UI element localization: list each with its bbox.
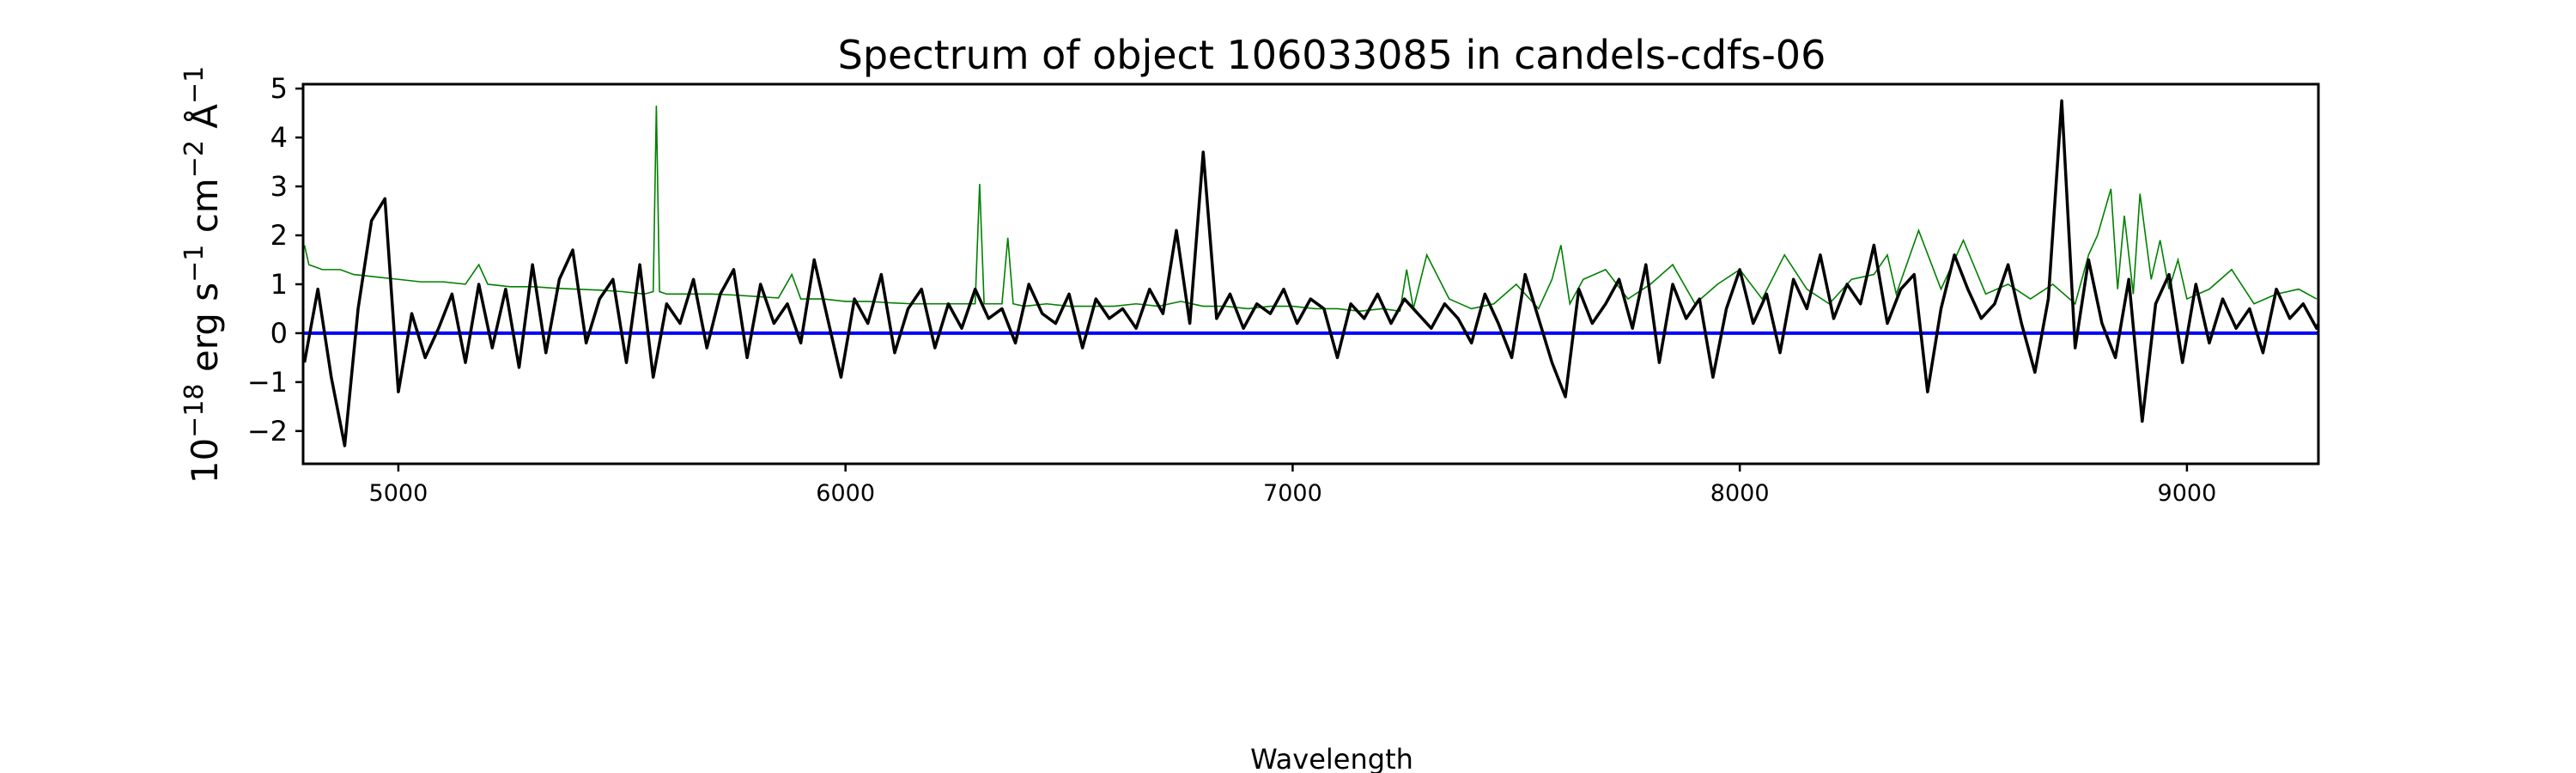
y-tick-label: 1	[270, 268, 288, 301]
y-label-exp1: −18	[179, 384, 210, 438]
y-label-t1: erg s	[184, 283, 226, 384]
y-tick-label: 2	[270, 219, 288, 252]
flux-line	[303, 99, 2318, 447]
x-tick-label: 8000	[1710, 480, 1770, 507]
x-tick-label: 6000	[816, 480, 875, 507]
y-tick-label: −1	[247, 366, 288, 399]
axes-frame	[301, 82, 2320, 466]
y-label-exp4: −1	[179, 66, 210, 104]
x-tick-label: 7000	[1263, 480, 1322, 507]
plot-area	[303, 99, 2318, 447]
y-axis-label: 10−18 erg s−1 cm−2 Å−1	[179, 66, 226, 484]
x-axis: 5000 6000 7000 8000 9000	[369, 464, 2217, 507]
y-tick-label: 3	[270, 170, 288, 203]
y-label-t2: cm	[184, 178, 226, 244]
x-axis-label: Wavelength	[1250, 743, 1413, 773]
y-tick-label: 0	[270, 317, 288, 350]
y-label-t3: Å	[183, 104, 226, 140]
y-label-base: 10	[184, 438, 226, 484]
y-label-exp2: −1	[179, 245, 210, 283]
contamination-line	[303, 106, 2318, 313]
y-tick-label: −2	[247, 415, 288, 447]
y-tick-label: 4	[270, 121, 288, 154]
x-tick-label: 9000	[2158, 480, 2217, 507]
x-tick-label: 5000	[369, 480, 428, 507]
y-tick-label: 5	[270, 72, 288, 105]
y-label-exp3: −2	[179, 140, 210, 178]
y-axis: −2 −1 0 1 2 3 4 5	[247, 72, 303, 447]
chart-title: Spectrum of object 106033085 in candels-…	[838, 32, 1826, 78]
